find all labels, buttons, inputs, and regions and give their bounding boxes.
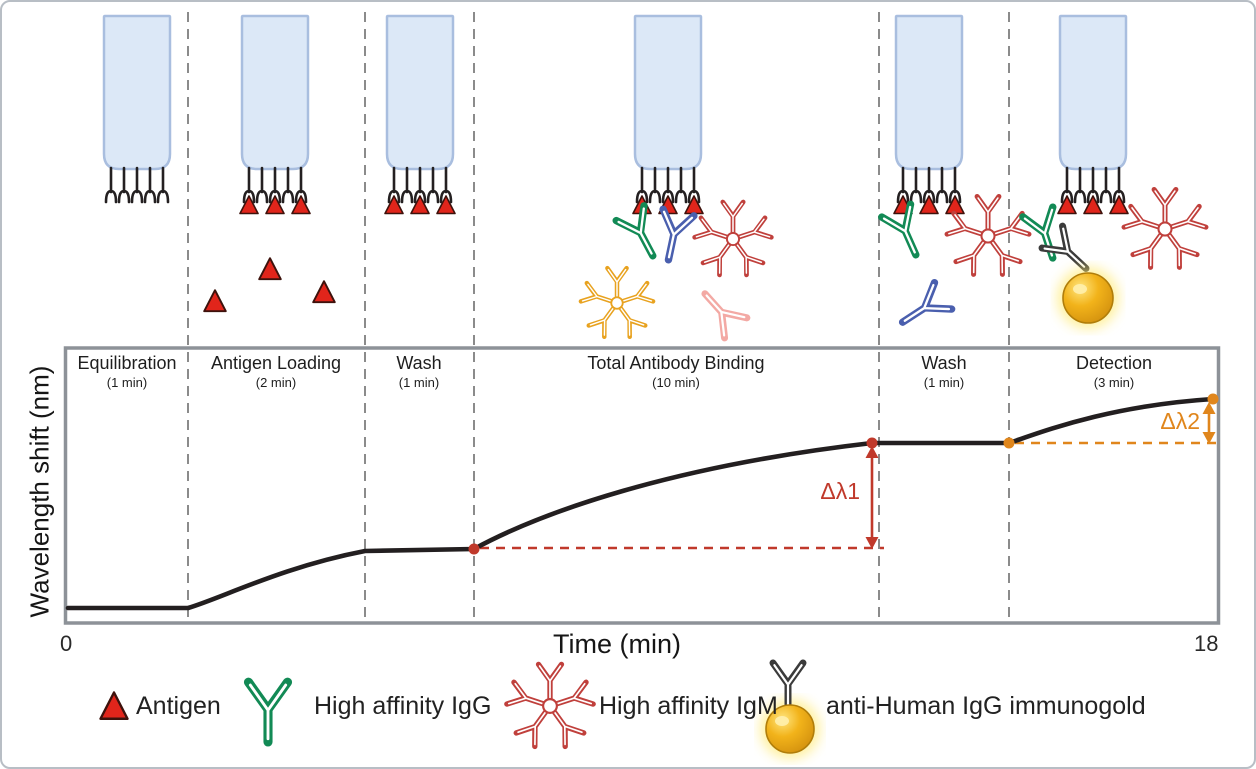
delta-lambda-1-label: Δλ1 [820, 478, 860, 504]
detection-start-dot [1003, 437, 1015, 449]
binding-phase-antibodies [581, 202, 771, 338]
phase-label: Antigen Loading [210, 353, 342, 373]
phase-total-antibody-binding: Total Antibody Binding (10 min) [556, 353, 796, 390]
phase-equilibration: Equilibration (1 min) [7, 353, 247, 390]
biosensor-wash1 [385, 14, 455, 204]
igm-red-icon [695, 202, 772, 275]
biosensor-wash2 [894, 14, 964, 204]
igg-blue-icon [894, 283, 952, 336]
phase-duration: (1 min) [923, 374, 965, 390]
biosensor-binding [633, 14, 703, 204]
legend-label-antigen: Antigen [136, 692, 221, 720]
phase-label: Detection [1075, 353, 1153, 373]
delta2-arrow [1202, 402, 1216, 444]
igm-pentamer-icon [507, 664, 593, 746]
legend-icons [99, 663, 820, 759]
phase-duration: (2 min) [255, 374, 297, 390]
biosensor-detection [1058, 14, 1128, 204]
phase-duration: (1 min) [398, 374, 440, 390]
immunogold-icon [760, 663, 820, 759]
igg-pink-icon [694, 284, 747, 338]
wash2-phase-antibodies [882, 196, 1029, 335]
phase-detection: Detection (3 min) [994, 353, 1234, 390]
antigen-triangle-icon [99, 691, 129, 720]
detection-end-dot [1207, 393, 1219, 405]
phase-antigen-loading: Antigen Loading (2 min) [156, 353, 396, 390]
phase-duration: (1 min) [106, 374, 148, 390]
legend-label-igm: High affinity IgM [599, 692, 778, 720]
x-axis-label: Time (min) [553, 629, 681, 659]
biosensor-equilibration [102, 14, 172, 204]
phase-divider-lines [187, 12, 1010, 622]
phase-label: Wash [396, 353, 442, 373]
binding-start-dot [468, 543, 480, 555]
detection-phase-antibodies [1023, 189, 1206, 329]
phase-wash1: Wash (1 min) [299, 353, 539, 390]
delta-lambda-2-label: Δλ2 [1160, 408, 1200, 434]
gold-nanoparticle-icon [1062, 272, 1114, 324]
igg-green-icon [616, 206, 666, 263]
igm-orange-icon [581, 268, 653, 337]
delta1-arrow [865, 446, 879, 549]
igm-red-icon [1124, 189, 1206, 267]
sensorgram-curve [65, 396, 1216, 611]
biosensor-antigen-loading [240, 14, 310, 204]
phase-label: Equilibration [77, 353, 177, 373]
igg-blue-icon [653, 209, 694, 263]
igg-antibody-icon [249, 682, 288, 742]
legend-label-immunogold: anti-Human IgG immunogold [826, 692, 1146, 720]
x-tick-min: 0 [60, 631, 73, 656]
plot-frame [63, 346, 1221, 625]
y-axis-label: Wavelength shift (nm) [24, 365, 55, 618]
gold-highlight [1073, 284, 1087, 294]
phase-label: Total Antibody Binding [587, 353, 765, 373]
phase-wash2: Wash (1 min) [824, 353, 1064, 390]
phase-duration: (10 min) [652, 374, 700, 390]
legend-label-igg: High affinity IgG [314, 692, 492, 720]
binding-end-dot [866, 437, 878, 449]
x-tick-max: 18 [1194, 631, 1219, 656]
free-antigen-icons [203, 257, 336, 313]
phase-label: Wash [921, 353, 967, 373]
phase-duration: (3 min) [1093, 374, 1135, 390]
